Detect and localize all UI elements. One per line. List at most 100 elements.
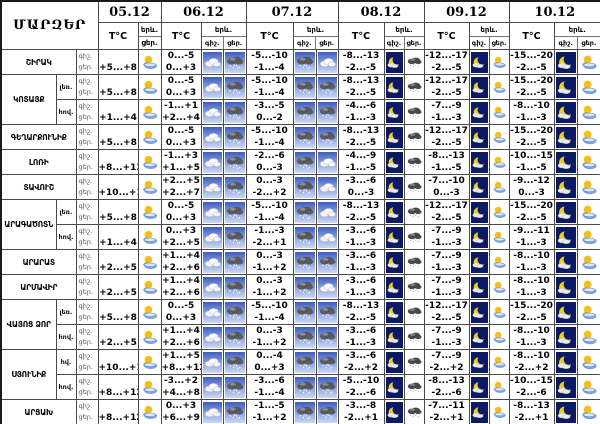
phenomena-col-header: երև. գիշ. ցեր. [200,22,247,50]
day-temperature: +1...+5 [162,163,200,173]
dark-snow-cloud-icon [406,252,423,273]
weather-icon-cell [200,224,224,250]
moon-cloud-icon [470,76,488,98]
moon-cloud-icon [555,76,576,98]
temperature-cell: -3...-6 -1...-3 [337,274,385,300]
day-temperature: +8...+12 [98,413,137,423]
weather-icon-cell [200,49,224,75]
day-temperature: -2...-5 [345,63,377,73]
weather-icon-cell [222,399,247,424]
weather-icon-cell [200,174,224,200]
snow-cloud-icon [317,101,337,123]
night-temperature: 0...-5 [167,301,195,311]
night-label: գիշ. [205,38,220,47]
cloud-icon [202,76,222,98]
night-label: գիշ. [78,127,93,135]
table-row: ՎԱՅՈՑ ՁՈՐ լեռ. գիշ. ցեր. +5...+8 0...-5 0...+3… [0,299,600,350]
snow-cloud-icon [224,376,245,398]
night-temperature: -9...-11 [513,226,550,236]
sun-cloud-icon [140,277,160,298]
weather-icon-cell [488,149,510,175]
day-temperature: -1...-4 [254,388,285,398]
night-temperature: -15...-20 [510,201,553,211]
temperature-cell: 0...-3 -1...+2 [245,324,294,350]
weather-icon-cell [137,249,162,275]
dark-snow-cloud-icon [406,402,423,423]
night-temperature: -8...-13 [428,151,465,161]
date-header-3: 07.12 [245,0,339,23]
day-temperature: -1...-3 [516,338,547,348]
moon-cloud-icon [470,351,488,373]
night-temperature: -7...-11 [428,401,465,411]
weather-icon-cell [576,324,600,350]
day-temperature: -2...-6 [345,388,377,398]
day-temperature: -2...-5 [516,138,547,148]
dark-snow-cloud-icon [406,277,423,298]
moon-cloud-icon [385,51,403,73]
day-temperature: +2...+5 [162,238,200,248]
moon-cloud-icon [385,101,403,123]
night-temperature: -7...-9 [431,326,462,336]
weather-icon-cell [222,124,247,150]
sun-cloud-icon [491,277,508,298]
temperature-cell: -8...-13 -2...-5 [337,49,385,75]
day-temperature: -1...-3 [345,238,377,248]
cloud-icon [317,176,337,198]
dark-snow-cloud-icon [406,77,423,98]
phenomena-label: երև. [555,24,600,37]
region-zone-label: հով. [55,374,77,400]
weather-icon-cell [222,74,247,100]
weather-icon-cell [383,299,405,325]
weather-icon-cell [403,124,425,150]
region-name: ԳԵՂԱՐՔՈՒՆԻՔ [0,124,77,150]
day-label: ցեր. [78,213,93,221]
temperature-cell: 0...-5 0...+3 [160,124,202,150]
night-temperature: 0...+3 [165,401,197,411]
snow-cloud-icon [224,401,245,423]
day-temperature: -1...+2 [252,338,287,348]
temp-col-header: T°C [160,22,202,50]
phenomena-col-header: երև. գիշ. ցեր. [468,22,510,50]
night-label: գիշ. [78,102,93,110]
moon-cloud-icon [470,401,488,423]
night-temperature: +1...+4 [162,251,200,261]
day-temperature: +10...+14 [98,363,137,373]
night-label: գիշ. [471,38,487,47]
temperature-cell: -3...-6 -1...-3 [337,249,385,275]
day-temperature: -2...+1 [252,238,287,248]
weather-icon-cell [222,224,247,250]
weather-icon-cell [200,149,224,175]
day-temperature: -1...-3 [345,263,377,273]
day-label: ցեր. [78,238,93,246]
weather-icon-cell [383,224,405,250]
weather-icon-cell [222,324,247,350]
moon-cloud-icon [385,76,403,98]
temperature-cell: -5...-10 -1...-4 [245,124,294,150]
weather-icon-cell [315,99,339,125]
weather-icon-cell [468,274,490,300]
night-temperature: -3...-6 [345,226,377,236]
night-temperature: -12...-17 [425,76,468,86]
snow-cloud-icon [317,126,337,148]
weather-icon-cell [403,174,425,200]
snow-cloud-icon [224,226,245,248]
weather-icon-cell [576,149,600,175]
phenomena-col-header: երև. գիշ. ցեր. [292,22,339,50]
snow-cloud-icon [224,176,245,198]
weather-icon-cell [468,124,490,150]
night-temperature: -4...-6 [345,101,377,111]
temp-col-header: T°C [423,22,470,50]
temperature-cell: +5...+8 [97,299,139,325]
weather-icon-cell [576,274,600,300]
temperature-cell: -2...-6 0...-3 [245,149,294,175]
snow-cloud-icon [294,401,315,423]
moon-cloud-icon [385,226,403,248]
day-temperature: -1...-4 [254,88,285,98]
weather-icon-cell [576,74,600,100]
day-label: ցեր. [403,36,424,49]
moon-cloud-icon [555,326,576,348]
snow-cloud-icon [224,151,245,173]
weather-icon-cell [137,49,162,75]
